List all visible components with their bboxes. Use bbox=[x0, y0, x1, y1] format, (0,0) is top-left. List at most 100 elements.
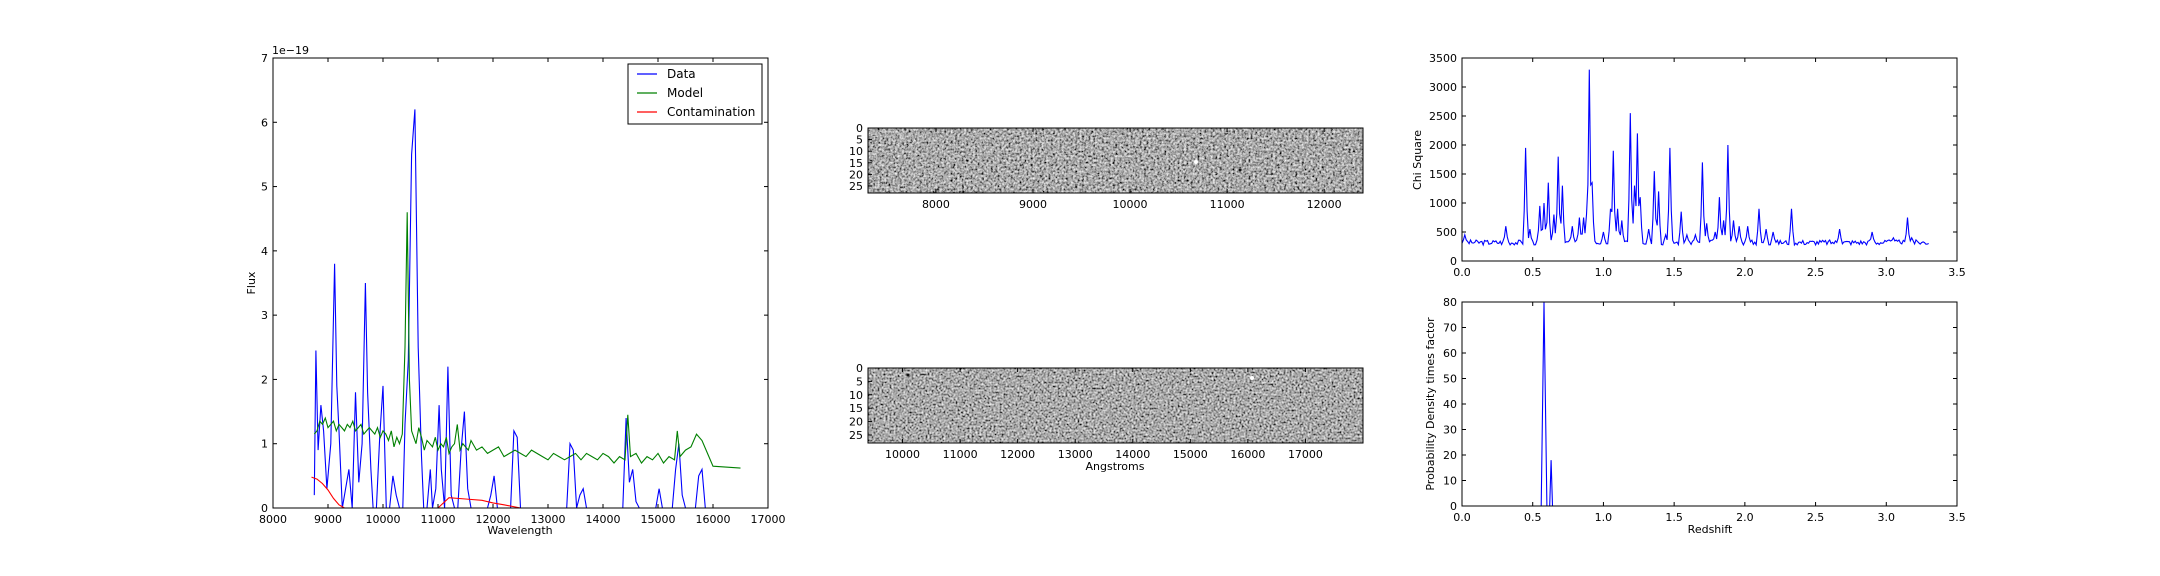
hot-pixel bbox=[1194, 160, 1198, 164]
y-tick-label: 500 bbox=[1436, 226, 1457, 239]
chi-square-axes-frame bbox=[1461, 57, 1958, 262]
y-tick-label: 25 bbox=[849, 429, 863, 442]
x-tick-label: 14000 bbox=[1115, 448, 1150, 461]
x-tick-label: 12000 bbox=[1307, 198, 1342, 211]
y-tick-label: 50 bbox=[1443, 373, 1457, 386]
y-tick-label: 2000 bbox=[1429, 139, 1457, 152]
x-tick-label: 15000 bbox=[641, 513, 676, 526]
y-tick-label: 2500 bbox=[1429, 110, 1457, 123]
x-tick-label: 11000 bbox=[421, 513, 456, 526]
y-tick-label: 40 bbox=[1443, 398, 1457, 411]
y-tick-label: 70 bbox=[1443, 322, 1457, 335]
y-tick-label: 5 bbox=[261, 181, 268, 194]
series-data-line bbox=[313, 109, 712, 509]
x-tick-label: 12000 bbox=[476, 513, 511, 526]
image2d-top-heatmap bbox=[868, 128, 1363, 193]
y-tick-label: 6 bbox=[261, 116, 268, 129]
x-tick-label: 0.5 bbox=[1524, 266, 1542, 279]
y-tick-label: 0 bbox=[261, 502, 268, 515]
y-tick-label: 0 bbox=[1450, 255, 1457, 268]
x-tick-label: 1.0 bbox=[1595, 511, 1613, 524]
image2d-bottom-frame bbox=[867, 367, 1364, 444]
x-tick-label: 8000 bbox=[922, 198, 950, 211]
pdf-ticks: 0.0 0.5 1.0 1.5 2.0 2.5 3.0 3.5 0 10 20 30 40 50 60 70 8… bbox=[1443, 296, 1966, 524]
y-tick-label: 2 bbox=[261, 373, 268, 386]
pdf-axes-frame bbox=[1461, 301, 1958, 507]
x-tick-label: 3.0 bbox=[1878, 266, 1896, 279]
y-tick-label: 20 bbox=[1443, 449, 1457, 462]
spectrum-ylabel: Flux bbox=[245, 271, 258, 294]
y-tick-label: 3000 bbox=[1429, 81, 1457, 94]
image2d-top-frame bbox=[867, 127, 1364, 194]
x-tick-label: 10000 bbox=[885, 448, 920, 461]
pdf-panel: 0.0 0.5 1.0 1.5 2.0 2.5 3.0 3.5 0 10 20 30 40 50 60 70 8… bbox=[1424, 296, 1966, 536]
x-tick-label: 10000 bbox=[366, 513, 401, 526]
x-tick-label: 17000 bbox=[751, 513, 786, 526]
x-tick-label: 2.5 bbox=[1807, 266, 1825, 279]
y-tick-label: 3500 bbox=[1429, 52, 1457, 65]
image2d-bottom-heatmap bbox=[868, 368, 1363, 443]
hot-pixel bbox=[1250, 376, 1254, 380]
x-tick-label: 15000 bbox=[1173, 448, 1208, 461]
x-tick-label: 0.0 bbox=[1453, 266, 1471, 279]
legend-label-contamination: Contamination bbox=[667, 105, 755, 119]
pdf-xlabel: Redshift bbox=[1688, 523, 1733, 536]
x-tick-label: 1.5 bbox=[1665, 266, 1683, 279]
y-tick-label: 1000 bbox=[1429, 197, 1457, 210]
x-tick-label: 13000 bbox=[531, 513, 566, 526]
pdf-ylabel: Probability Density times factor bbox=[1424, 317, 1437, 491]
x-tick-label: 8000 bbox=[259, 513, 287, 526]
x-tick-label: 1.0 bbox=[1595, 266, 1613, 279]
y-tick-label: 5 bbox=[856, 375, 863, 388]
x-tick-label: 11000 bbox=[943, 448, 978, 461]
x-tick-label: 16000 bbox=[696, 513, 731, 526]
y-tick-label: 1500 bbox=[1429, 168, 1457, 181]
x-tick-label: 2.5 bbox=[1807, 511, 1825, 524]
y-tick-label: 80 bbox=[1443, 296, 1457, 309]
y-tick-label: 30 bbox=[1443, 424, 1457, 437]
y-tick-label: 15 bbox=[849, 402, 863, 415]
y-tick-label: 20 bbox=[849, 168, 863, 181]
x-tick-label: 9000 bbox=[314, 513, 342, 526]
x-tick-label: 9000 bbox=[1019, 198, 1047, 211]
cold-pixel bbox=[1238, 168, 1242, 172]
x-tick-label: 2.0 bbox=[1736, 511, 1754, 524]
x-tick-label: 17000 bbox=[1288, 448, 1323, 461]
spectrum-series bbox=[311, 109, 741, 509]
y-tick-label: 0 bbox=[856, 362, 863, 375]
y-tick-label: 20 bbox=[849, 416, 863, 429]
y-tick-label: 5 bbox=[856, 134, 863, 147]
x-tick-label: 0.0 bbox=[1453, 511, 1471, 524]
x-tick-label: 13000 bbox=[1058, 448, 1093, 461]
x-tick-label: 16000 bbox=[1230, 448, 1265, 461]
legend-label-data: Data bbox=[667, 67, 696, 81]
chi-square-ylabel: Chi Square bbox=[1411, 130, 1424, 190]
x-tick-label: 3.5 bbox=[1948, 511, 1966, 524]
spectrum-offset-label: 1e−19 bbox=[272, 44, 309, 57]
image2d-bottom-ticks: 10000 11000 12000 13000 14000 15000 16000 17000… bbox=[849, 362, 1323, 461]
spectrum-axes-frame bbox=[272, 57, 769, 509]
spectrum-legend: Data Model Contamination bbox=[627, 63, 763, 125]
chi-square-series bbox=[1461, 69, 1929, 247]
y-tick-label: 10 bbox=[849, 145, 863, 158]
x-tick-label: 12000 bbox=[1000, 448, 1035, 461]
pdf-series bbox=[1462, 301, 1929, 507]
y-tick-label: 0 bbox=[856, 122, 863, 135]
y-tick-label: 1 bbox=[261, 438, 268, 451]
x-tick-label: 2.0 bbox=[1736, 266, 1754, 279]
y-tick-label: 10 bbox=[1443, 475, 1457, 488]
x-tick-label: 14000 bbox=[586, 513, 621, 526]
image2d-xlabel: Angstroms bbox=[1086, 460, 1145, 473]
x-tick-label: 3.0 bbox=[1878, 511, 1896, 524]
y-tick-label: 0 bbox=[1450, 500, 1457, 513]
x-tick-label: 0.5 bbox=[1524, 511, 1542, 524]
chi-square-ticks: 0.0 0.5 1.0 1.5 2.0 2.5 3.0 3.5 0 500 1000 1500 2000… bbox=[1429, 52, 1966, 279]
chi-square-line bbox=[1461, 69, 1929, 247]
y-tick-label: 3 bbox=[261, 309, 268, 322]
y-tick-label: 15 bbox=[849, 157, 863, 170]
spectrum-panel: 8000 9000 10000 11000 12000 13000 14000 15000 16… bbox=[245, 44, 786, 537]
series-contamination-line bbox=[311, 476, 741, 509]
x-tick-label: 10000 bbox=[1113, 198, 1148, 211]
